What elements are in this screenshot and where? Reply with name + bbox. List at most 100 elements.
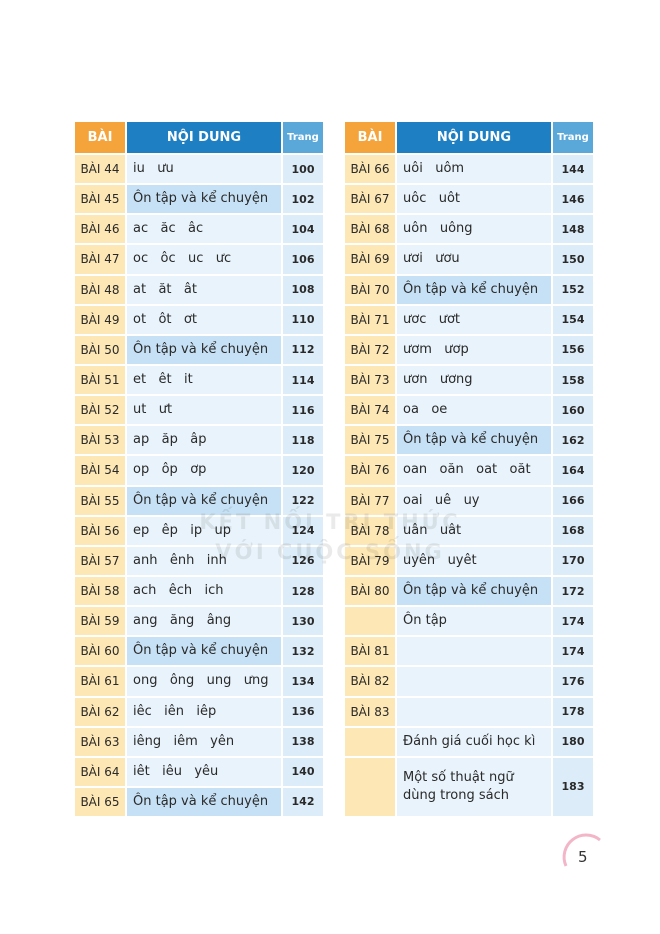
page-cell: 124: [283, 516, 323, 545]
content-cell: oai uê uy: [397, 486, 551, 515]
content-cell: iêc iên iêp: [127, 697, 281, 726]
header-cell: Trang: [553, 122, 593, 153]
lesson-cell: [345, 607, 395, 636]
content-cell: ac ăc âc: [127, 215, 281, 244]
content-cell: Ôn tập và kể chuyện: [127, 637, 281, 666]
lesson-cell: BÀI 65: [75, 787, 125, 816]
content-cell: Ôn tập và kể chuyện: [397, 426, 551, 455]
page-cell: 172: [553, 576, 593, 606]
page-cell: 152: [553, 275, 593, 304]
page-cell: 114: [283, 365, 323, 395]
lesson-cell: BÀI 76: [345, 456, 395, 485]
lesson-cell: [345, 727, 395, 756]
lesson-cell: BÀI 51: [75, 365, 125, 395]
content-cell: ep êp ip up: [127, 516, 281, 545]
content-cell: uân uât: [397, 516, 551, 545]
page-cell: 118: [283, 426, 323, 455]
lesson-cell: BÀI 60: [75, 637, 125, 666]
lesson-cell: BÀI 54: [75, 456, 125, 485]
lesson-cell: BÀI 59: [75, 607, 125, 636]
content-cell: ot ôt ơt: [127, 305, 281, 334]
lesson-cell: BÀI 67: [345, 185, 395, 214]
lesson-cell: BÀI 73: [345, 365, 395, 395]
header-cell: NỘI DUNG: [397, 122, 551, 153]
lesson-cell: BÀI 58: [75, 576, 125, 606]
content-cell: ang ăng âng: [127, 607, 281, 636]
watermark: VỚI CUỘC SỐNG: [215, 540, 445, 564]
lesson-cell: BÀI 74: [345, 396, 395, 425]
page-cell: 106: [283, 245, 323, 274]
header-cell: BÀI: [75, 122, 125, 153]
content-cell: ươn ương: [397, 365, 551, 395]
content-cell: ươc ươt: [397, 305, 551, 334]
content-cell: ap ăp âp: [127, 426, 281, 455]
page-cell: 174: [553, 637, 593, 666]
header-cell: NỘI DUNG: [127, 122, 281, 153]
lesson-cell: BÀI 44: [75, 155, 125, 184]
page-cell: 138: [283, 727, 323, 756]
content-cell: oa oe: [397, 396, 551, 425]
content-cell: Ôn tập và kể chuyện: [127, 185, 281, 214]
page-cell: 130: [283, 607, 323, 636]
header-cell: Trang: [283, 122, 323, 153]
lesson-cell: BÀI 66: [345, 155, 395, 184]
page-cell: 112: [283, 335, 323, 364]
content-cell: Đánh giá cuối học kì: [397, 727, 551, 756]
contents-table: BÀI NỘI DUNG Trang BÀI 44 iu ưu 100 BÀI 45 Ôn t…: [75, 122, 323, 816]
content-cell: [397, 667, 551, 696]
content-cell: iu ưu: [127, 155, 281, 184]
lesson-cell: BÀI 79: [345, 546, 395, 575]
page-cell: 154: [553, 305, 593, 334]
page-cell: 136: [283, 697, 323, 726]
content-cell: Ôn tập và kể chuyện: [397, 576, 551, 606]
lesson-cell: BÀI 68: [345, 215, 395, 244]
lesson-cell: BÀI 49: [75, 305, 125, 334]
page-cell: 122: [283, 486, 323, 515]
content-cell: uyên uyêt: [397, 546, 551, 575]
content-cell: [397, 697, 551, 726]
lesson-cell: BÀI 64: [75, 757, 125, 786]
page-cell: 148: [553, 215, 593, 244]
lesson-cell: BÀI 82: [345, 667, 395, 696]
page-cell: 178: [553, 697, 593, 726]
content-cell: uôi uôm: [397, 155, 551, 184]
page-cell: 110: [283, 305, 323, 334]
lesson-cell: BÀI 83: [345, 697, 395, 726]
page-cell: 116: [283, 396, 323, 425]
lesson-cell: BÀI 70: [345, 275, 395, 304]
page-cell: 180: [553, 727, 593, 756]
page-cell: 144: [553, 155, 593, 184]
page-cell: 146: [553, 185, 593, 214]
page-cell: 176: [553, 667, 593, 696]
lesson-cell: BÀI 56: [75, 516, 125, 545]
content-cell: Ôn tập và kể chuyện: [127, 335, 281, 364]
lesson-cell: BÀI 63: [75, 727, 125, 756]
lesson-cell: BÀI 55: [75, 486, 125, 515]
page-cell: 128: [283, 576, 323, 606]
lesson-cell: [345, 757, 395, 816]
content-cell: op ôp ơp: [127, 456, 281, 485]
page-cell: 140: [283, 757, 323, 786]
content-cell: oan oăn oat oăt: [397, 456, 551, 485]
header-cell: BÀI: [345, 122, 395, 153]
watermark: KẾT NỐI TRI THỨC: [199, 510, 461, 534]
content-cell: [397, 637, 551, 666]
page-cell: 134: [283, 667, 323, 696]
lesson-cell: BÀI 75: [345, 426, 395, 455]
content-cell: oc ôc uc ưc: [127, 245, 281, 274]
page-cell: 166: [553, 486, 593, 515]
lesson-cell: BÀI 57: [75, 546, 125, 575]
content-cell: iêt iêu yêu: [127, 757, 281, 786]
lesson-cell: BÀI 45: [75, 185, 125, 214]
content-cell: ong ông ung ưng: [127, 667, 281, 696]
page-cell: 142: [283, 787, 323, 816]
page-cell: 126: [283, 546, 323, 575]
contents-table: BÀI NỘI DUNG Trang BÀI 66 uôi uôm 144 BÀI 67 uô…: [345, 122, 593, 816]
lesson-cell: BÀI 61: [75, 667, 125, 696]
page-cell: 156: [553, 335, 593, 364]
page-cell: 102: [283, 185, 323, 214]
lesson-cell: BÀI 48: [75, 275, 125, 304]
lesson-cell: BÀI 46: [75, 215, 125, 244]
